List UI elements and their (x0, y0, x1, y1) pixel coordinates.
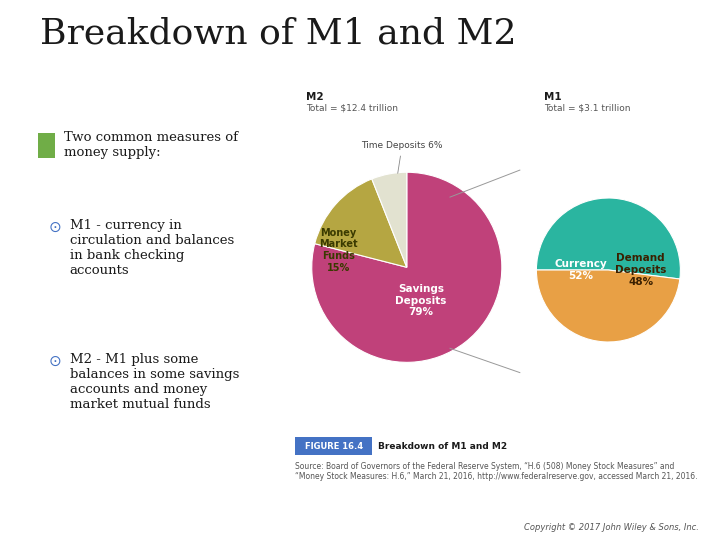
FancyBboxPatch shape (295, 437, 372, 455)
Text: M2 - M1 plus some
balances in some savings
accounts and money
market mutual fund: M2 - M1 plus some balances in some savin… (70, 354, 239, 411)
Text: FIGURE 16.4: FIGURE 16.4 (305, 442, 363, 450)
Text: Breakdown of M1 and M2: Breakdown of M1 and M2 (378, 442, 507, 450)
Wedge shape (536, 270, 680, 342)
Text: M1 - currency in
circulation and balances
in bank checking
accounts: M1 - currency in circulation and balance… (70, 219, 234, 278)
Text: Currency
52%: Currency 52% (554, 259, 608, 281)
Text: Savings
Deposits
79%: Savings Deposits 79% (395, 284, 446, 317)
Text: Total = $3.1 trillion: Total = $3.1 trillion (544, 104, 630, 113)
Wedge shape (536, 198, 680, 279)
Text: M2: M2 (306, 92, 323, 102)
FancyBboxPatch shape (38, 133, 55, 158)
Wedge shape (312, 172, 502, 362)
Text: Total = $12.4 trillion: Total = $12.4 trillion (306, 104, 398, 113)
Text: Two common measures of
money supply:: Two common measures of money supply: (63, 131, 238, 159)
Text: Time Deposits 6%: Time Deposits 6% (361, 141, 443, 173)
Text: Breakdown of M1 and M2: Breakdown of M1 and M2 (40, 16, 516, 50)
Text: ⊙: ⊙ (48, 354, 61, 368)
Text: Source: Board of Governors of the Federal Reserve System, “H.6 (508) Money Stock: Source: Board of Governors of the Federa… (295, 462, 698, 481)
Text: Money
Market
Funds
15%: Money Market Funds 15% (319, 228, 358, 273)
Text: 32: 32 (11, 66, 29, 79)
Text: Demand
Deposits
48%: Demand Deposits 48% (615, 253, 667, 287)
Text: Copyright © 2017 John Wiley & Sons, Inc.: Copyright © 2017 John Wiley & Sons, Inc. (523, 523, 698, 532)
Text: M1: M1 (544, 92, 561, 102)
Wedge shape (372, 172, 407, 267)
Wedge shape (315, 179, 407, 267)
Text: ⊙: ⊙ (48, 219, 61, 234)
